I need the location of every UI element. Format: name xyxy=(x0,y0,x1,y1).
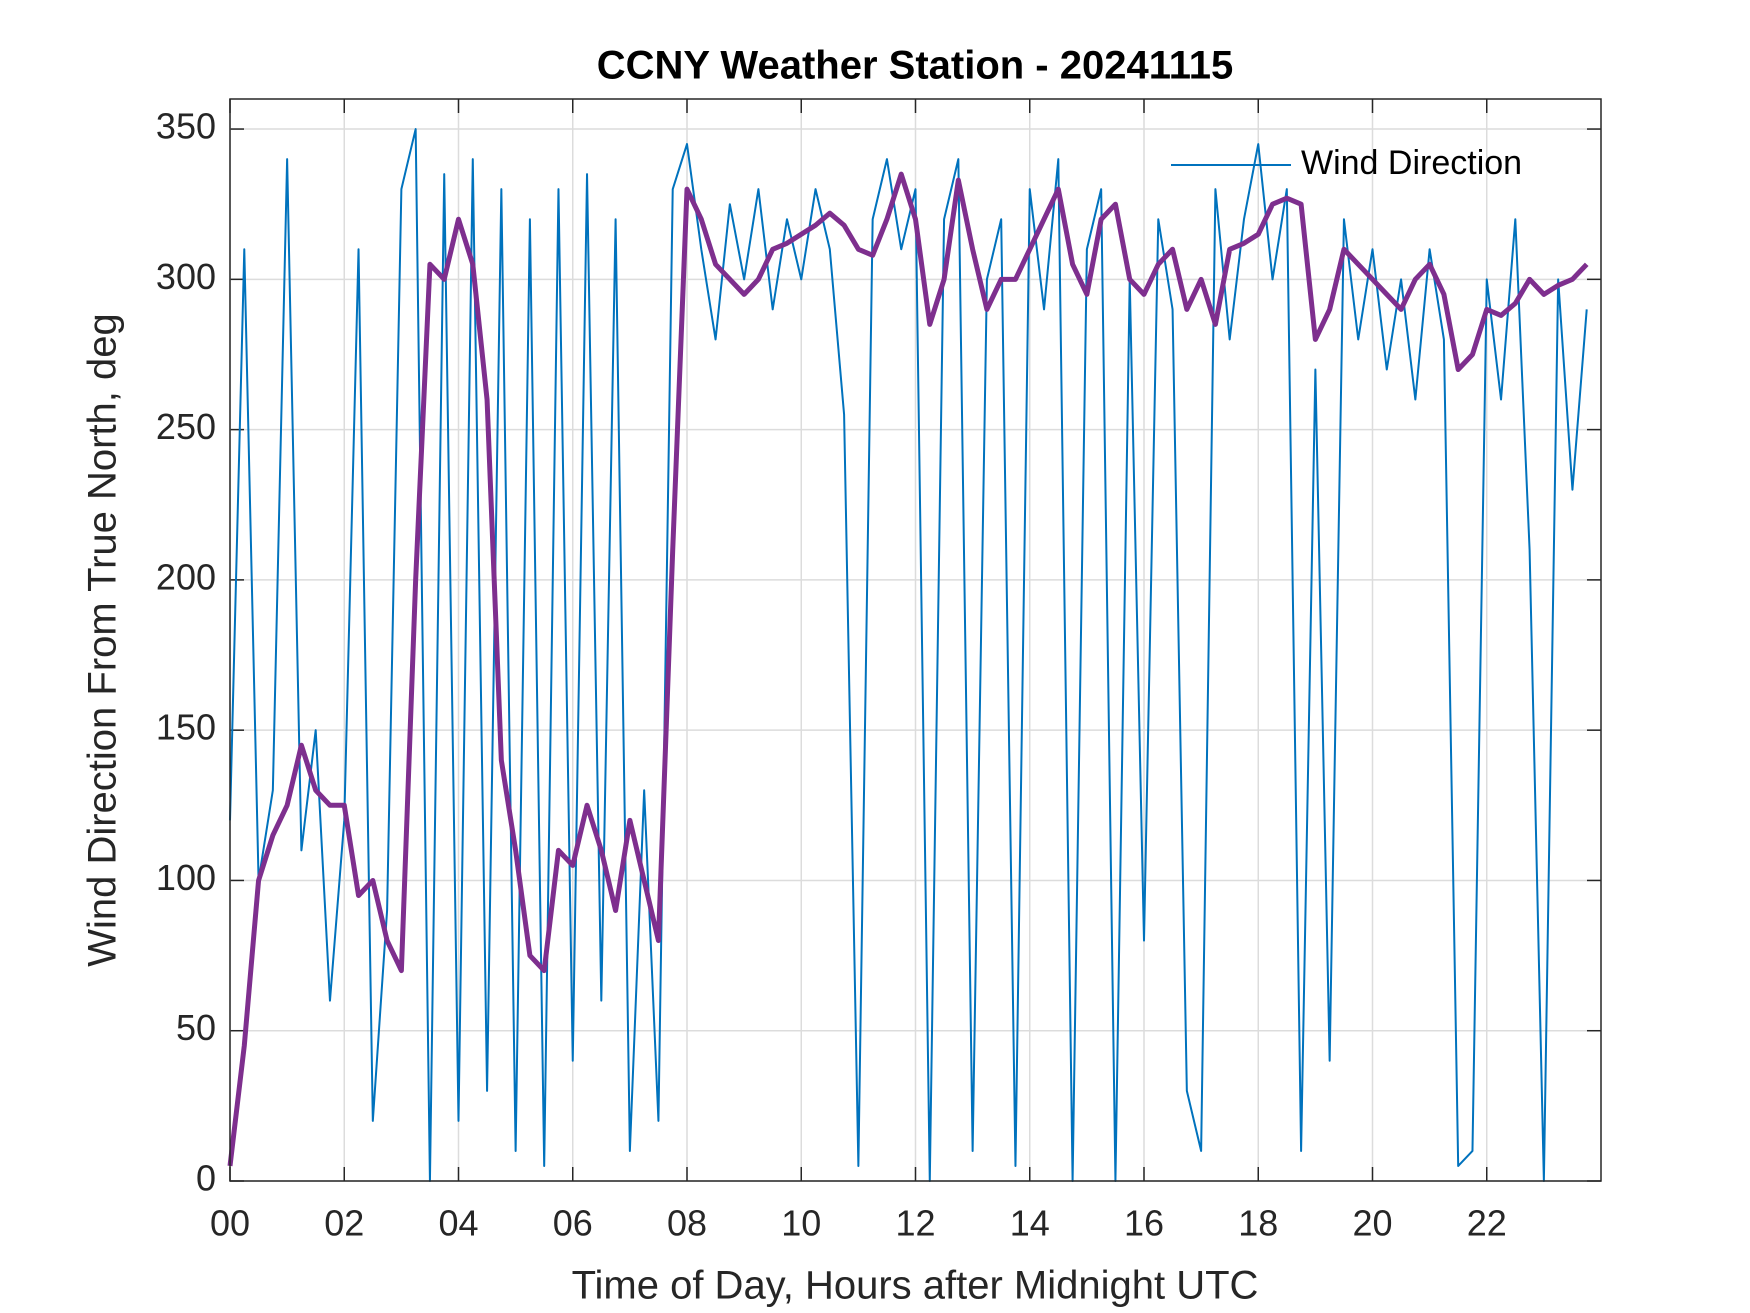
series-line xyxy=(227,171,1589,1167)
y-tick-label: 100 xyxy=(156,857,216,898)
y-tick-label: 0 xyxy=(196,1158,216,1199)
y-tick-label: 300 xyxy=(156,256,216,297)
x-tick-label: 20 xyxy=(1352,1203,1392,1244)
x-tick-label: 06 xyxy=(553,1203,593,1244)
x-axis-label: Time of Day, Hours after Midnight UTC xyxy=(572,1264,1259,1308)
x-tick-label: 22 xyxy=(1467,1203,1507,1244)
x-tick-label: 10 xyxy=(781,1203,821,1244)
chart-title: CCNY Weather Station - 20241115 xyxy=(597,44,1234,88)
x-tick-label: 04 xyxy=(438,1203,478,1244)
x-tick-label: 08 xyxy=(667,1203,707,1244)
legend-label: Wind Direction xyxy=(1301,144,1522,182)
x-tick-label: 00 xyxy=(210,1203,250,1244)
y-axis-label: Wind Direction From True North, deg xyxy=(81,313,125,967)
y-tick-label: 200 xyxy=(156,556,216,597)
x-tick-label: 14 xyxy=(1010,1203,1050,1244)
y-tick-label: 250 xyxy=(156,406,216,447)
y-tick-label: 50 xyxy=(176,1007,216,1048)
x-tick-label: 16 xyxy=(1124,1203,1164,1244)
x-tick-label: 02 xyxy=(324,1203,364,1244)
x-tick-label: 12 xyxy=(895,1203,935,1244)
y-tick-label: 350 xyxy=(156,106,216,147)
series-line xyxy=(229,128,1588,1182)
y-tick-label: 150 xyxy=(156,707,216,748)
x-tick-label: 18 xyxy=(1238,1203,1278,1244)
axes-box xyxy=(229,98,1602,1182)
